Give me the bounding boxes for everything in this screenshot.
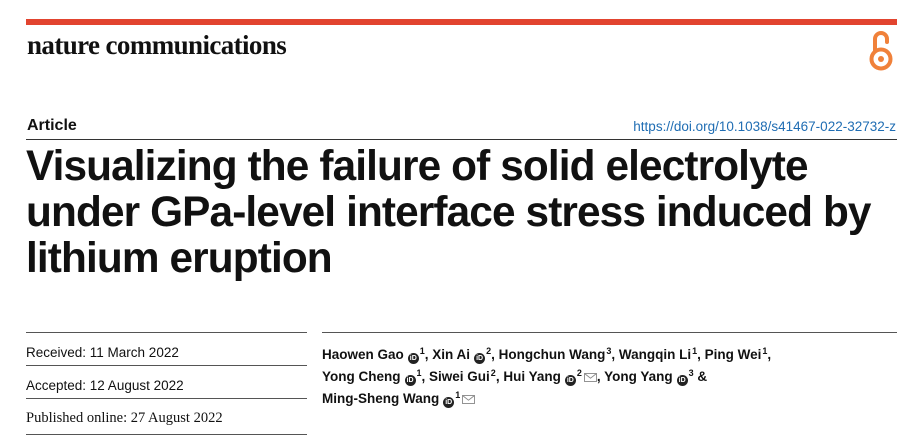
orcid-icon[interactable]: iD xyxy=(407,353,419,364)
author-separator: , xyxy=(424,347,433,362)
author-name[interactable]: Yong Yang xyxy=(604,369,673,384)
journal-header-bar xyxy=(26,19,897,25)
author: Xin Ai iD2, xyxy=(432,346,499,364)
affiliation-marker[interactable]: 1 xyxy=(692,346,698,356)
author-separator: & xyxy=(693,369,708,384)
author-name[interactable]: Ping Wei xyxy=(704,347,762,362)
affiliation-marker[interactable]: 2 xyxy=(490,368,496,378)
article-type-label: Article xyxy=(27,117,77,134)
author: Siwei Gui2, xyxy=(429,368,504,385)
article-dates: Received: 11 March 2022 Accepted: 12 Aug… xyxy=(26,332,307,431)
affiliation-marker[interactable]: 1 xyxy=(455,390,461,400)
author-separator: , xyxy=(611,347,619,362)
author-separator: , xyxy=(596,369,605,384)
orcid-icon[interactable]: iD xyxy=(474,353,486,364)
author: Haowen Gao iD1, xyxy=(322,346,433,364)
title-line: Visualizing the failure of solid electro… xyxy=(26,142,809,190)
author-name[interactable]: Yong Cheng xyxy=(322,369,401,384)
author: Hongchun Wang3, xyxy=(498,346,619,363)
author-list: Haowen Gao iD1, Xin Ai iD2, Hongchun Wang3… xyxy=(322,332,897,410)
affiliation-marker[interactable]: 2 xyxy=(576,368,582,378)
affiliation-marker[interactable]: 3 xyxy=(688,368,694,378)
author-separator: , xyxy=(491,347,499,362)
author-lines: Haowen Gao iD1, Xin Ai iD2, Hongchun Wang3… xyxy=(322,333,897,410)
author-name[interactable]: Haowen Gao xyxy=(322,347,404,362)
affiliation-marker[interactable]: 1 xyxy=(419,346,425,356)
orcid-icon[interactable]: iD xyxy=(443,397,455,408)
affiliation-marker[interactable]: 1 xyxy=(762,346,768,356)
author-name[interactable]: Siwei Gui xyxy=(429,369,490,384)
orcid-icon[interactable]: iD xyxy=(564,375,576,386)
author: Ping Wei1, xyxy=(704,346,772,363)
author-separator: , xyxy=(767,347,772,362)
author: Yong Cheng iD1, xyxy=(322,368,430,386)
author-line: Haowen Gao iD1, Xin Ai iD2, Hongchun Wang3… xyxy=(322,344,897,366)
mail-icon[interactable] xyxy=(462,395,476,404)
received-date: Received: 11 March 2022 xyxy=(26,332,307,365)
affiliation-marker[interactable]: 1 xyxy=(416,368,422,378)
author-line: Ming-Sheng Wang iD1 xyxy=(322,388,897,410)
author-separator: , xyxy=(421,369,430,384)
author-separator: , xyxy=(495,369,504,384)
author-separator: , xyxy=(697,347,705,362)
author-line: Yong Cheng iD1, Siwei Gui2, Hui Yang iD2, … xyxy=(322,366,897,388)
author-name[interactable]: Xin Ai xyxy=(432,347,471,362)
author: Hui Yang iD2, xyxy=(503,368,605,386)
open-access-icon xyxy=(869,31,893,71)
header-divider xyxy=(26,139,897,140)
dates-divider xyxy=(26,434,307,435)
orcid-icon[interactable]: iD xyxy=(676,375,688,386)
author-name[interactable]: Ming-Sheng Wang xyxy=(322,391,440,406)
author-name[interactable]: Hongchun Wang xyxy=(498,347,606,362)
accepted-date: Accepted: 12 August 2022 xyxy=(26,365,307,398)
journal-name[interactable]: nature communications xyxy=(27,30,287,60)
title-line: lithium eruption xyxy=(26,234,333,282)
doi-link[interactable]: https://doi.org/10.1038/s41467-022-32732… xyxy=(633,119,896,134)
author: Yong Yang iD3 & xyxy=(604,368,708,386)
author: Ming-Sheng Wang iD1 xyxy=(322,390,476,408)
title-line: under GPa-level interface stress induced… xyxy=(26,188,871,236)
author-name[interactable]: Hui Yang xyxy=(503,369,561,384)
mail-icon[interactable] xyxy=(583,373,597,382)
published-date: Published online: 27 August 2022 xyxy=(26,398,307,431)
affiliation-marker[interactable]: 3 xyxy=(606,346,612,356)
orcid-icon[interactable]: iD xyxy=(404,375,416,386)
article-title: Visualizing the failure of solid electro… xyxy=(26,143,893,281)
author: Wangqin Li1, xyxy=(618,346,705,363)
author-name[interactable]: Wangqin Li xyxy=(618,347,692,362)
affiliation-marker[interactable]: 2 xyxy=(486,346,492,356)
